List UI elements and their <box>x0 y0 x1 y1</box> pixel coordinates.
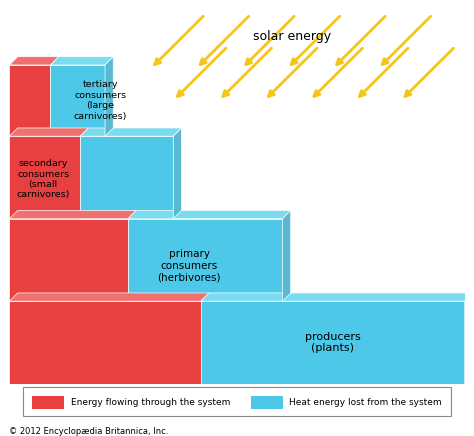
Bar <box>9 301 201 384</box>
Polygon shape <box>9 211 136 219</box>
Bar <box>23 388 451 416</box>
Text: tertiary
consumers
(large
carnivores): tertiary consumers (large carnivores) <box>74 81 127 121</box>
Bar <box>50 65 105 136</box>
Text: primary
consumers
(herbivores): primary consumers (herbivores) <box>157 249 221 282</box>
Polygon shape <box>173 128 182 219</box>
Text: © 2012 Encyclopædia Britannica, Inc.: © 2012 Encyclopædia Britannica, Inc. <box>9 427 169 436</box>
Polygon shape <box>80 128 182 136</box>
Polygon shape <box>105 57 113 136</box>
Bar <box>9 136 80 219</box>
Bar <box>80 136 173 219</box>
Polygon shape <box>283 211 291 301</box>
Polygon shape <box>9 293 209 301</box>
Bar <box>32 396 64 409</box>
Polygon shape <box>9 57 59 65</box>
Text: Heat energy lost from the system: Heat energy lost from the system <box>289 398 442 406</box>
Text: solar energy: solar energy <box>253 31 331 43</box>
Bar <box>201 301 465 384</box>
Bar <box>251 396 283 409</box>
Bar <box>9 65 50 136</box>
Text: producers
(plants): producers (plants) <box>305 332 360 353</box>
Bar <box>128 219 283 301</box>
Bar <box>9 219 128 301</box>
Text: Energy flowing through the system: Energy flowing through the system <box>71 398 230 406</box>
Polygon shape <box>128 211 291 219</box>
Polygon shape <box>50 57 113 65</box>
Polygon shape <box>9 128 88 136</box>
Polygon shape <box>465 293 473 384</box>
Text: secondary
consumers
(small
carnivores): secondary consumers (small carnivores) <box>17 159 70 199</box>
Polygon shape <box>201 293 473 301</box>
